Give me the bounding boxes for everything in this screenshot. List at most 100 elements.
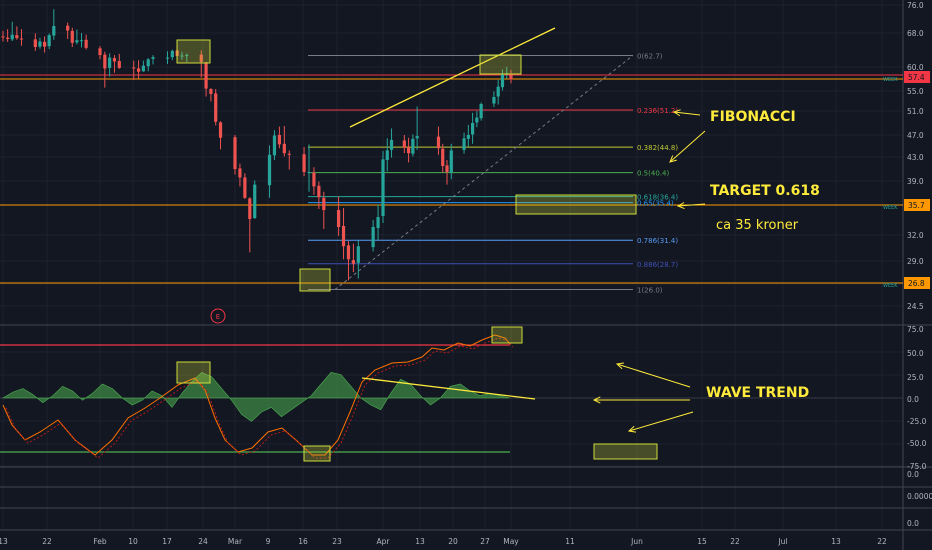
date-axis-tick: Jul (777, 537, 787, 546)
wave-axis-tick: 25.0 (907, 373, 924, 382)
wave-arrow-icon (615, 362, 691, 388)
candle-body (199, 54, 203, 62)
highlight-box[interactable] (479, 54, 522, 75)
date-axis-tick: May (503, 537, 519, 546)
candle-body (341, 226, 346, 247)
wave-arrow-icon (627, 411, 694, 433)
candle-body (98, 48, 102, 56)
candle-body (411, 138, 415, 154)
wave-axis-tick: -50.0 (907, 439, 927, 448)
candle-body (371, 227, 375, 248)
candle-body (385, 150, 389, 160)
candle-body (42, 41, 47, 47)
candle-body (436, 136, 441, 149)
wave-trend-line (2, 334, 511, 456)
candle-body (136, 68, 141, 72)
date-axis-tick: 20 (448, 537, 458, 546)
event-marker[interactable] (210, 308, 226, 324)
candle-body (449, 150, 453, 173)
candle-body (475, 117, 479, 123)
fib-level-label: 0.618(36.4) (637, 194, 678, 202)
candle-body (492, 97, 496, 104)
candle-body (112, 58, 117, 62)
fib-level-label: 0.382(44.8) (637, 144, 678, 152)
candle-body (407, 147, 411, 154)
candle-body (33, 39, 37, 48)
date-axis-tick: 13 (0, 537, 8, 546)
candle-body (218, 122, 223, 138)
date-axis-tick: 23 (332, 537, 342, 546)
price-axis-tick: 32.0 (907, 231, 924, 240)
date-axis-tick: 22 (42, 537, 52, 546)
highlight-box[interactable] (491, 326, 523, 344)
arrow-head (676, 202, 685, 210)
price-tag (904, 199, 930, 211)
price-axis-tick: 55.0 (907, 87, 924, 96)
candle-body (214, 93, 218, 122)
price-axis-tick: 24.5 (907, 302, 924, 311)
date-axis-tick: 22 (877, 537, 887, 546)
arrow-shaft (677, 203, 706, 207)
fibonacci-retracement[interactable]: 0(62.7) 0.236(51.2) 0.382(44.8) 0.5(40.4) 0.… (308, 53, 678, 295)
annotation-wave-trend: WAVE TREND (706, 385, 809, 401)
arrow-head (592, 396, 601, 404)
candle-body (243, 177, 247, 198)
candle-body (441, 148, 445, 166)
candle-body (282, 143, 286, 154)
wave-axis-tick: 50.0 (907, 349, 924, 358)
highlight-box[interactable] (176, 39, 211, 64)
candle-body (267, 154, 272, 186)
fib-level-label: 0.786(31.4) (637, 237, 678, 245)
candle-body (381, 159, 385, 216)
fib-arrow-icon (672, 109, 701, 117)
candle-body (75, 40, 79, 43)
trend-line[interactable] (349, 27, 556, 128)
wave-axis-tick: -25.0 (907, 417, 927, 426)
target-arrow-icon (676, 202, 706, 210)
highlight-box[interactable] (593, 443, 658, 460)
date-axis-tick: Apr (377, 537, 391, 546)
candle-body (356, 246, 360, 263)
price-tag (904, 71, 930, 83)
week-label: WEEK (883, 77, 898, 83)
candle-body (307, 172, 311, 173)
candle-body (19, 38, 24, 40)
pane-axis-tick: 0.0000 (907, 492, 932, 501)
wave-axis-tick: 0.0 (907, 395, 919, 404)
highlight-box[interactable] (299, 268, 331, 292)
candle-body (209, 89, 213, 94)
fib-level-label: 1(26.0) (637, 287, 663, 295)
candle-body (47, 35, 51, 47)
arrow-head (615, 362, 624, 370)
date-axis-tick: 9 (266, 537, 271, 546)
highlight-box[interactable] (303, 445, 331, 462)
grid (0, 0, 903, 530)
date-axis-tick: 24 (198, 537, 208, 546)
highlight-box[interactable] (176, 361, 211, 384)
candle-body (66, 25, 70, 31)
annotation-target-sub: ca 35 kroner (716, 218, 799, 233)
candle-body (151, 57, 155, 59)
price-axis-tick: 76.0 (907, 1, 924, 10)
candle-body (462, 138, 466, 150)
candle-body (500, 74, 505, 88)
highlight-box[interactable] (515, 194, 637, 215)
arrow-shaft (673, 111, 701, 116)
divergence-trend-line[interactable] (361, 377, 536, 400)
date-axis-tick: Feb (93, 537, 107, 546)
candle-body (108, 57, 112, 68)
candle-body (165, 57, 170, 59)
candle-body (415, 136, 419, 139)
week-label: WEEK (883, 205, 898, 211)
candle-body (479, 104, 483, 119)
candle-body (146, 59, 150, 67)
wave-trend-signal-line (5, 337, 514, 459)
candle-body (402, 140, 406, 148)
annotation-target: TARGET 0.618 (710, 183, 820, 199)
candle-body (248, 198, 252, 219)
candle-body (6, 37, 10, 39)
candle-body (509, 73, 513, 80)
price-axis-tick: 29.0 (907, 257, 924, 266)
price-tag-label: 26.8 (908, 279, 925, 288)
